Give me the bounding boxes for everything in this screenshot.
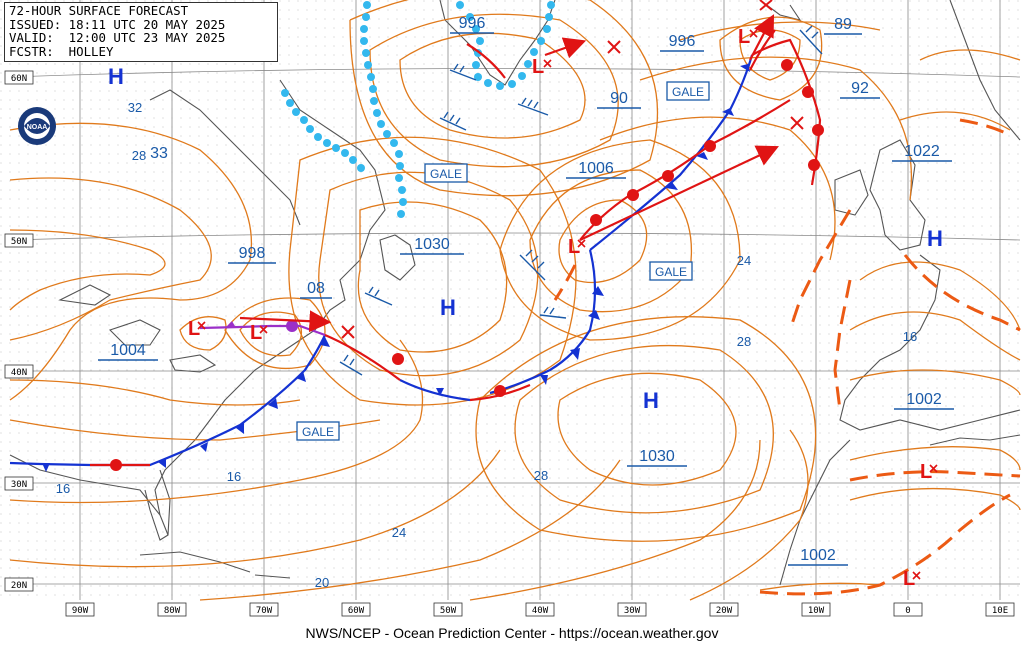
low-label: L [920,461,932,483]
low-label: L [903,568,915,590]
isobar-value: 16 [227,469,241,484]
high-label: H [440,295,456,320]
lon-label: 50W [440,606,457,616]
lon-label: 80W [164,606,181,616]
isobar-value: 33 [150,145,168,162]
low-track-arrow-icon [544,37,587,59]
latitude-labels: 60N 50N 40N 30N 20N [4,70,34,592]
isobar-value: 32 [128,100,142,115]
isobar-value: 16 [56,481,70,496]
header-title: 72-HOUR SURFACE FORECAST [9,3,189,18]
pressure-label: 1030 [414,236,450,253]
lat-label: 50N [11,237,27,247]
high-label: H [108,64,124,89]
header-forecaster: FCSTR: HOLLEY [9,43,114,59]
forecast-x-markers [341,0,804,339]
pressure-label: 996 [459,15,486,32]
pressure-label: 90 [610,90,628,107]
lon-label: 0 [905,606,910,616]
gale-warning-label: GALE [672,85,704,99]
pressure-label: 1030 [639,448,675,465]
wind-barbs [339,25,823,376]
pressure-label: 1006 [578,160,614,177]
forecast-header: 72-HOUR SURFACE FORECAST ISSUED: 18:11 UT… [4,2,278,62]
coastlines [9,0,1021,586]
isobar-values: 32 28 33 24 28 16 16 16 24 28 20 [56,100,917,590]
wind-barb-icon [449,63,477,81]
gale-warning-label: GALE [302,425,334,439]
pressure-underlines [98,32,954,566]
pressure-label: 1022 [904,143,940,160]
header-valid: VALID: 12:00 UTC 23 MAY 2025 [9,30,226,46]
lon-label: 90W [72,606,89,616]
low-label: L [738,26,750,48]
troughs [553,118,1021,596]
pressure-label: 08 [307,280,325,297]
wind-barb-icon [799,25,823,55]
high-label: H [927,226,943,251]
isobar-value: 24 [737,253,751,268]
high-label: H [643,388,659,413]
svg-text:NOAA: NOAA [27,124,48,131]
wind-barb-icon [539,306,567,319]
pressure-label: 1002 [800,547,836,564]
low-track-arrows [239,14,779,333]
lat-label: 30N [11,480,27,490]
ice-edge [281,1,555,218]
wind-barb-icon [439,111,467,131]
gale-warning-label: GALE [655,265,687,279]
low-track-arrow-icon [239,310,332,333]
isobars [9,0,1021,601]
graticule [9,0,1021,600]
isobar-value: 28 [534,468,548,483]
wind-barb-icon [364,286,393,306]
low-label: L [250,322,262,344]
lon-label: 30W [624,606,641,616]
header-issued: ISSUED: 18:11 UTC 20 MAY 2025 [9,16,226,32]
occluded-front [199,320,326,337]
lat-label: 20N [11,581,27,591]
lat-label: 60N [11,74,27,84]
lon-label: 20W [716,606,733,616]
wind-barb-icon [519,249,546,281]
low-pressure-centers: L L L L L L L [188,26,932,590]
lon-label: 40W [532,606,549,616]
warm-fronts [90,29,824,471]
pressure-label: 92 [851,80,869,97]
lon-label: 60W [348,606,365,616]
pressure-label: 998 [239,245,266,262]
warm-front-bulbs [110,59,824,471]
low-track-arrow-icon [579,145,779,241]
gale-warning-label: GALE [430,167,462,181]
low-label: L [568,236,580,258]
pressure-label: 996 [669,33,696,50]
isobar-value: 16 [903,329,917,344]
isobar-value: 28 [132,148,146,163]
low-center-marks [197,29,938,580]
lat-label: 40N [11,368,27,378]
central-pressures: 996 996 89 90 92 1006 1022 998 1030 08 1… [110,15,942,564]
pressure-label: 89 [834,16,852,33]
high-pressure-centers: H H H H [108,64,943,413]
pressure-label: 1002 [906,391,942,408]
lon-label: 10W [808,606,825,616]
cold-front-barbs [42,64,750,472]
isobar-value: 24 [392,525,406,540]
lon-label: 70W [256,606,273,616]
low-label: L [188,318,200,340]
isobar-value: 20 [315,575,329,590]
pressure-label: 1004 [110,342,146,359]
low-track-arrow-icon [749,14,775,61]
lon-label: 10E [992,606,1008,616]
isobar-value: 28 [737,334,751,349]
low-label: L [532,56,544,78]
footer-credit: NWS/NCEP - Ocean Prediction Center - htt… [305,625,719,641]
dot-background [0,0,1024,600]
wind-barb-icon [339,354,363,376]
longitude-labels: 90W 80W 70W 60W 50W 40W 30W 20W 10W 0 10… [65,602,1015,617]
wind-barb-icon [517,97,549,116]
noaa-logo-icon: NOAA [18,107,56,145]
gale-warnings: GALE GALE GALE GALE [296,81,710,441]
